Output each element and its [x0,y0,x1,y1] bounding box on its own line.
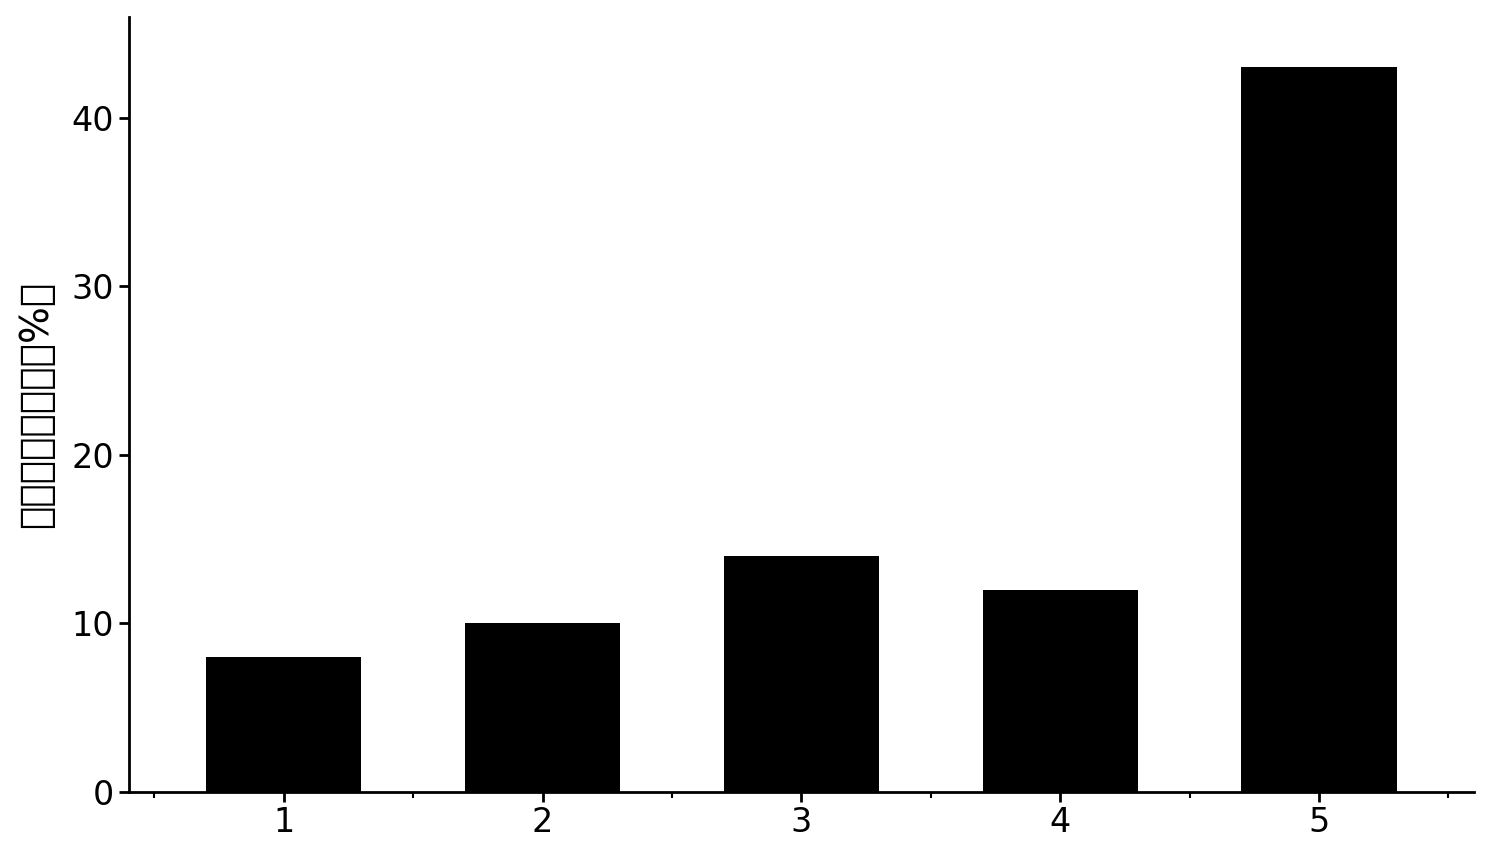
Bar [1242,68,1397,792]
Bar [983,590,1138,792]
Bar [723,556,880,792]
Y-axis label: 生物素标记效率（%）: 生物素标记效率（%） [16,281,55,528]
Bar [206,657,361,792]
Bar [465,623,620,792]
